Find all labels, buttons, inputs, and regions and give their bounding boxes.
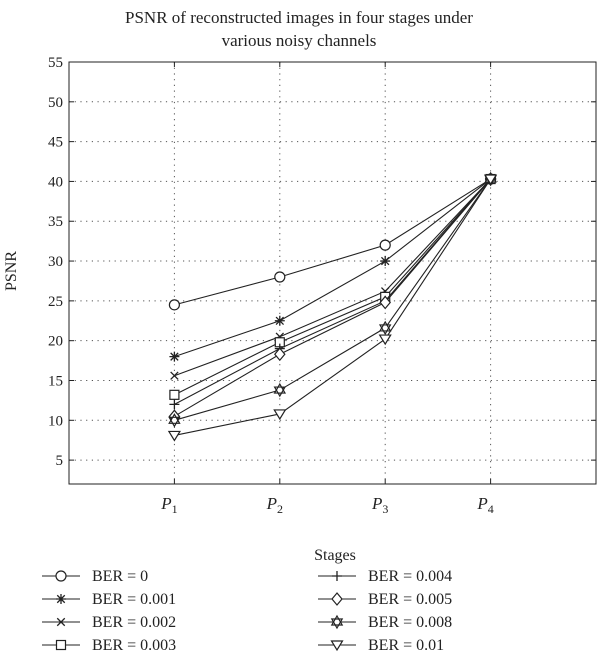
y-axis-label: PSNR bbox=[3, 251, 20, 291]
series-5 bbox=[169, 174, 496, 410]
y-tick-label: 55 bbox=[48, 55, 63, 71]
data-point bbox=[379, 295, 391, 310]
y-tick-label: 25 bbox=[48, 294, 63, 310]
y-tick-labels: 5 10 15 20 25 30 35 40 45 50 55 bbox=[48, 55, 63, 469]
data-point bbox=[274, 315, 285, 326]
data-point bbox=[167, 430, 181, 442]
y-tick-label: 40 bbox=[48, 174, 63, 190]
chart-title-line-2: various noisy channels bbox=[221, 31, 377, 50]
y-tick-label: 20 bbox=[48, 334, 63, 350]
legend-label: BER = 0.005 bbox=[368, 591, 452, 608]
data-point bbox=[380, 256, 391, 267]
series-line bbox=[174, 178, 491, 306]
legend-item: BER = 0.004 bbox=[318, 568, 452, 585]
legend-item: BER = 0.01 bbox=[318, 637, 444, 654]
legend-item: BER = 0.005 bbox=[318, 591, 452, 608]
legend-label: BER = 0.002 bbox=[92, 614, 176, 631]
series-line bbox=[174, 178, 492, 396]
legend-item: BER = 0.003 bbox=[42, 637, 176, 654]
series-line bbox=[174, 178, 492, 417]
series-line bbox=[174, 178, 492, 421]
y-tick-label: 10 bbox=[48, 413, 63, 429]
data-point bbox=[168, 416, 181, 428]
data-point bbox=[378, 324, 392, 336]
data-point bbox=[169, 399, 180, 410]
data-point bbox=[379, 239, 391, 251]
data-point bbox=[484, 174, 498, 186]
data-point bbox=[274, 347, 286, 362]
legend-label: BER = 0.008 bbox=[368, 614, 452, 631]
series-lines bbox=[167, 171, 498, 442]
x-tick-label: P1 bbox=[160, 494, 177, 516]
series-7 bbox=[168, 171, 497, 428]
data-point bbox=[378, 334, 392, 346]
axis-ticks bbox=[69, 61, 596, 484]
data-point bbox=[168, 299, 180, 311]
legend-marker bbox=[56, 594, 66, 604]
legend-label: BER = 0.004 bbox=[368, 568, 452, 585]
legend-marker bbox=[55, 639, 67, 651]
legend-label: BER = 0.001 bbox=[92, 591, 176, 608]
legend-item: BER = 0.002 bbox=[42, 614, 176, 631]
legend-marker bbox=[331, 592, 343, 606]
legend-marker bbox=[330, 618, 344, 630]
y-tick-label: 45 bbox=[48, 135, 63, 151]
chart-title-line-1: PSNR of reconstructed images in four sta… bbox=[125, 8, 473, 27]
legend-item: BER = 0 bbox=[42, 568, 148, 585]
x-tick-labels: P1 P2 P3 P4 bbox=[160, 494, 494, 516]
series-line bbox=[174, 178, 491, 358]
series-3 bbox=[170, 174, 495, 380]
data-point bbox=[273, 409, 287, 421]
legend-label: BER = 0.01 bbox=[368, 637, 444, 654]
series-2 bbox=[169, 174, 496, 362]
y-tick-label: 5 bbox=[56, 453, 64, 469]
x-tick-label: P4 bbox=[476, 494, 493, 516]
data-point bbox=[169, 351, 180, 362]
x-tick-label: P2 bbox=[266, 494, 283, 516]
legend-label: BER = 0 bbox=[92, 568, 148, 585]
y-tick-label: 30 bbox=[48, 254, 63, 270]
grid-lines bbox=[69, 61, 596, 484]
data-point bbox=[169, 389, 180, 400]
plot-frame bbox=[68, 61, 597, 485]
data-point bbox=[273, 386, 287, 398]
series-line bbox=[174, 178, 492, 377]
x-axis-label: Stages bbox=[314, 547, 356, 564]
y-tick-label: 35 bbox=[48, 214, 63, 230]
data-point bbox=[170, 371, 179, 380]
legend-marker bbox=[56, 617, 66, 627]
legend-marker bbox=[55, 570, 67, 582]
y-tick-label: 50 bbox=[48, 95, 63, 111]
legend-marker bbox=[330, 640, 344, 652]
x-tick-label: P3 bbox=[371, 494, 388, 516]
legend-item: BER = 0.001 bbox=[42, 591, 176, 608]
data-point bbox=[274, 271, 286, 283]
series-6 bbox=[168, 172, 497, 424]
legend: BER = 0 BER = 0.001 BER = 0.002 BER = 0.003… bbox=[42, 568, 452, 654]
legend-label: BER = 0.003 bbox=[92, 637, 176, 654]
series-4 bbox=[169, 173, 496, 400]
legend-item: BER = 0.008 bbox=[318, 614, 452, 631]
y-tick-label: 15 bbox=[48, 373, 63, 389]
legend-marker bbox=[332, 571, 342, 581]
series-line bbox=[174, 178, 492, 436]
series-8 bbox=[167, 174, 498, 442]
